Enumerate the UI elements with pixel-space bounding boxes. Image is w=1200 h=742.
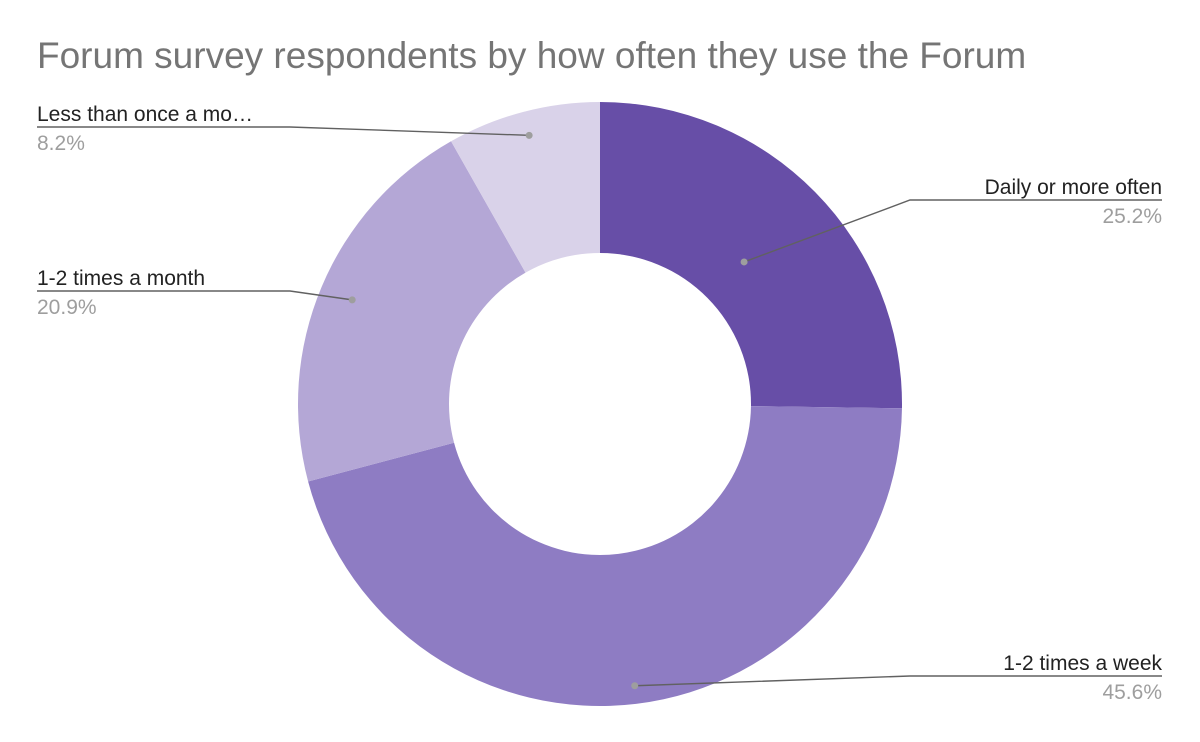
leader-dot-1-2-times-a-week bbox=[631, 682, 639, 690]
slice-label-1-2-times-a-week: 1-2 times a week bbox=[1003, 652, 1162, 675]
slice-less-than-once-a-mo[interactable] bbox=[451, 102, 600, 273]
leader-line-daily-or-more-often bbox=[743, 199, 1162, 263]
leader-dot-daily-or-more-often bbox=[740, 258, 748, 266]
slice-label-1-2-times-a-month: 1-2 times a month bbox=[37, 267, 205, 290]
leader-line-1-2-times-a-week bbox=[634, 675, 1162, 687]
slice-value-less-than-once-a-mo: 8.2% bbox=[37, 132, 85, 155]
slice-1-2-times-a-month[interactable] bbox=[298, 141, 526, 482]
leader-dot-less-than-once-a-mo bbox=[525, 131, 533, 139]
slice-value-1-2-times-a-week: 45.6% bbox=[1102, 681, 1162, 704]
donut-slices bbox=[298, 102, 903, 707]
slice-label-daily-or-more-often: Daily or more often bbox=[985, 176, 1162, 199]
slice-value-1-2-times-a-month: 20.9% bbox=[37, 296, 97, 319]
slice-1-2-times-a-week[interactable] bbox=[308, 406, 902, 707]
chart-title: Forum survey respondents by how often th… bbox=[37, 35, 1026, 76]
slice-value-daily-or-more-often: 25.2% bbox=[1102, 205, 1162, 228]
leader-line-less-than-once-a-mo bbox=[37, 126, 530, 137]
leader-dot-1-2-times-a-month bbox=[348, 296, 356, 304]
slice-label-less-than-once-a-mo: Less than once a mo… bbox=[37, 103, 253, 126]
slice-daily-or-more-often[interactable] bbox=[600, 102, 903, 409]
slice-labels: Daily or more often 25.2% 1-2 times a week… bbox=[37, 103, 1162, 704]
leader-line-1-2-times-a-month bbox=[37, 290, 353, 301]
